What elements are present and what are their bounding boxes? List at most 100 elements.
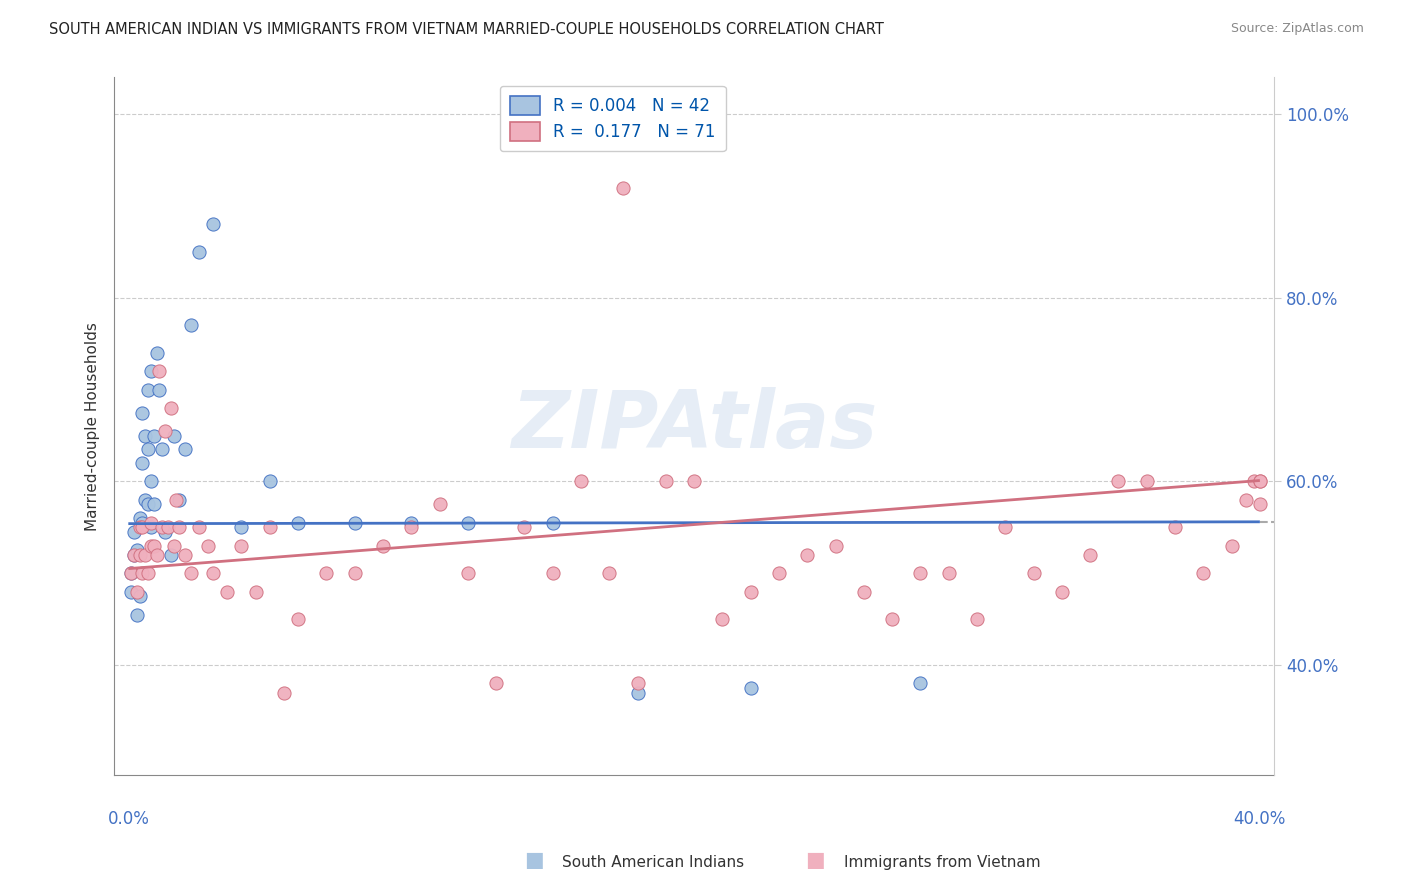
Point — [1050, 584, 1073, 599]
Point — [125, 584, 148, 599]
Point — [683, 475, 706, 489]
Point — [626, 685, 648, 699]
Point — [148, 383, 170, 397]
Point — [768, 566, 790, 581]
Point — [148, 364, 170, 378]
Point — [153, 424, 176, 438]
Point — [598, 566, 620, 581]
Point — [139, 539, 162, 553]
Point — [1164, 520, 1187, 534]
Point — [1249, 475, 1271, 489]
Point — [150, 442, 173, 457]
Point — [1249, 497, 1271, 511]
Point — [159, 401, 181, 415]
Point — [136, 383, 159, 397]
Point — [159, 548, 181, 562]
Point — [513, 520, 536, 534]
Point — [231, 520, 253, 534]
Point — [824, 539, 846, 553]
Legend: R = 0.004   N = 42, R =  0.177   N = 71: R = 0.004 N = 42, R = 0.177 N = 71 — [501, 86, 725, 151]
Text: 0.0%: 0.0% — [107, 810, 149, 828]
Point — [125, 607, 148, 622]
Point — [145, 346, 167, 360]
Point — [655, 475, 678, 489]
Point — [139, 516, 162, 530]
Point — [131, 406, 153, 420]
Point — [259, 475, 281, 489]
Point — [134, 428, 156, 442]
Point — [122, 548, 145, 562]
Point — [485, 676, 508, 690]
Point — [910, 676, 932, 690]
Point — [287, 612, 309, 626]
Point — [1243, 475, 1265, 489]
Point — [188, 244, 211, 259]
Point — [167, 520, 190, 534]
Text: ZIPAtlas: ZIPAtlas — [510, 387, 877, 466]
Point — [966, 612, 988, 626]
Point — [128, 548, 150, 562]
Point — [343, 516, 366, 530]
Point — [287, 516, 309, 530]
Point — [136, 497, 159, 511]
Point — [343, 566, 366, 581]
Point — [180, 318, 202, 333]
Point — [740, 681, 762, 695]
Point — [315, 566, 337, 581]
Point — [142, 497, 165, 511]
Point — [122, 524, 145, 539]
Point — [134, 548, 156, 562]
Point — [273, 685, 295, 699]
Text: Source: ZipAtlas.com: Source: ZipAtlas.com — [1230, 22, 1364, 36]
Text: South American Indians: South American Indians — [562, 855, 745, 870]
Point — [202, 218, 225, 232]
Point — [882, 612, 904, 626]
Point — [740, 584, 762, 599]
Point — [399, 520, 422, 534]
Point — [1107, 475, 1129, 489]
Point — [457, 516, 479, 530]
Point — [1022, 566, 1045, 581]
Point — [136, 566, 159, 581]
Point — [156, 520, 179, 534]
Point — [174, 442, 197, 457]
Point — [197, 539, 219, 553]
Point — [162, 539, 184, 553]
Point — [128, 511, 150, 525]
Point — [142, 539, 165, 553]
Point — [852, 584, 875, 599]
Point — [429, 497, 451, 511]
Point — [371, 539, 394, 553]
Point — [128, 589, 150, 603]
Point — [259, 520, 281, 534]
Point — [120, 566, 142, 581]
Point — [134, 492, 156, 507]
Point — [1192, 566, 1215, 581]
Point — [145, 548, 167, 562]
Point — [231, 539, 253, 553]
Point — [139, 475, 162, 489]
Point — [541, 516, 564, 530]
Point — [120, 584, 142, 599]
Point — [167, 492, 190, 507]
Point — [120, 566, 142, 581]
Point — [1220, 539, 1243, 553]
Point — [165, 492, 187, 507]
Point — [1249, 475, 1271, 489]
Point — [150, 520, 173, 534]
Point — [153, 524, 176, 539]
Point — [711, 612, 734, 626]
Point — [1078, 548, 1101, 562]
Point — [131, 516, 153, 530]
Text: SOUTH AMERICAN INDIAN VS IMMIGRANTS FROM VIETNAM MARRIED-COUPLE HOUSEHOLDS CORRE: SOUTH AMERICAN INDIAN VS IMMIGRANTS FROM… — [49, 22, 884, 37]
Point — [174, 548, 197, 562]
Point — [142, 428, 165, 442]
Point — [125, 543, 148, 558]
Point — [217, 584, 239, 599]
Point — [139, 520, 162, 534]
Point — [1234, 492, 1257, 507]
Point — [188, 520, 211, 534]
Point — [612, 180, 634, 194]
Point — [1136, 475, 1159, 489]
Point — [541, 566, 564, 581]
